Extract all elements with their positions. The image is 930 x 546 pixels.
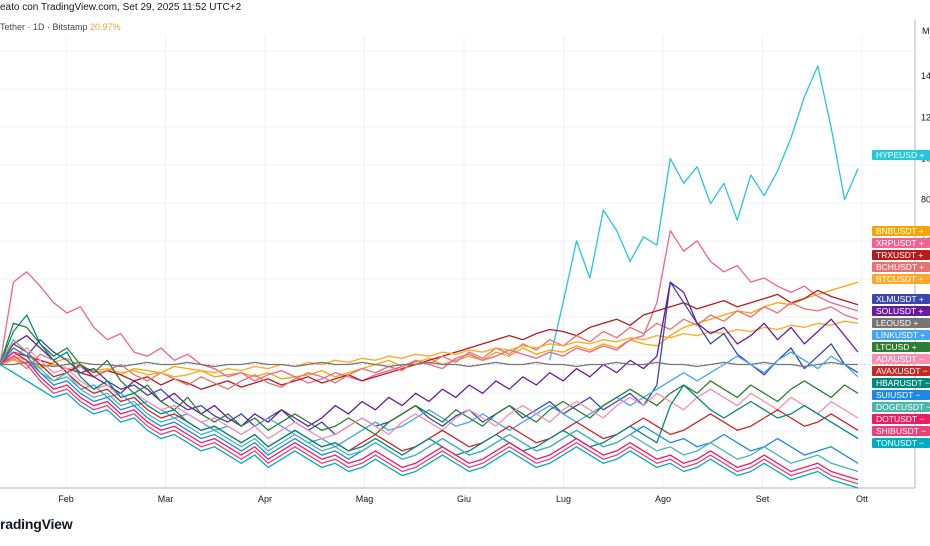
x-tick-label: Ott — [856, 494, 869, 504]
series-line-trxusdt[interactable] — [0, 289, 859, 390]
series-badge-adausdt[interactable] — [872, 354, 930, 364]
chart-attribution: eato con TradingView.com, Set 29, 2025 1… — [0, 2, 242, 13]
x-tick-label: Feb — [58, 494, 74, 504]
series-line-adausdt[interactable] — [0, 347, 859, 440]
series-badge-label: BNBUSDT + — [876, 226, 924, 236]
series-badge-tonusdt[interactable] — [872, 438, 930, 448]
series-badge-avaxusdt[interactable] — [872, 366, 930, 376]
y-tick-label: 12 — [921, 112, 930, 122]
series-badge-suiusdt[interactable] — [872, 390, 930, 400]
x-tick-label: Ago — [655, 494, 671, 504]
series-line-ltcusd[interactable] — [0, 322, 859, 436]
series-badge-ltcusd[interactable] — [872, 342, 930, 352]
series-badge-label: DOTUSDT − — [876, 414, 924, 424]
series-badge-trxusdt[interactable] — [872, 250, 930, 260]
series-line-xlmusdt[interactable] — [0, 281, 859, 436]
series-badge-label: BTCUSDT + — [876, 274, 923, 284]
series-line-dogeusdt[interactable] — [0, 339, 859, 473]
series-line-btcusdt[interactable] — [0, 320, 859, 378]
series-badge-shibusdt[interactable] — [872, 426, 930, 436]
series-badge-btcusdt[interactable] — [872, 274, 930, 284]
symbol-legend: Tether · 1D · Bitstamp 20.97% — [0, 22, 121, 32]
symbol-change: 20.97% — [90, 22, 121, 32]
series-line-shibusdt[interactable] — [0, 355, 859, 485]
series-badge-label: XRPUSDT + — [876, 238, 924, 248]
x-tick-label: Apr — [258, 494, 272, 504]
series-badge-hypeusd[interactable] — [872, 150, 930, 160]
series-line-dotusdt[interactable] — [0, 351, 859, 481]
series-badge-label: LINKUSDT + — [876, 330, 925, 340]
series-badge-label: TRXUSDT + — [876, 250, 923, 260]
y-tick-label: 80 — [921, 195, 930, 205]
series-badge-xlmusdt[interactable] — [872, 294, 930, 304]
x-tick-label: Giu — [457, 494, 471, 504]
price-axis-letter: M — [922, 26, 930, 36]
series-badge-label: SOLUSDT + — [876, 306, 923, 316]
series-badge-bnbusdt[interactable] — [872, 226, 930, 236]
series-badge-label: SUIUSDT − — [876, 390, 921, 400]
x-tick-label: Lug — [556, 494, 571, 504]
y-tick-label: 14 — [921, 71, 930, 81]
tradingview-logo: radingView — [0, 516, 73, 532]
series-badge-label: ADAUSDT − — [876, 354, 924, 364]
series-badge-dogeusdt[interactable] — [872, 402, 930, 412]
series-line-hbarusdt[interactable] — [0, 314, 859, 456]
series-line-bchusdt[interactable] — [0, 302, 859, 390]
series-line-leousd[interactable] — [0, 361, 858, 368]
series-badge-label: BCHUSDT + — [876, 262, 924, 272]
series-badge-label: LEOUSD + — [876, 318, 918, 328]
series-badge-leousd[interactable] — [872, 318, 930, 328]
series-line-solusdt[interactable] — [0, 281, 859, 427]
series-badge-bchusdt[interactable] — [872, 262, 930, 272]
series-badge-label: HYPEUSD + — [876, 150, 924, 160]
x-tick-label: Set — [756, 494, 770, 504]
series-line-tonusdt[interactable] — [0, 363, 859, 489]
series-badge-label: TONUSDT − — [876, 438, 924, 448]
series-badge-linkusdt[interactable] — [872, 330, 930, 340]
series-badge-hbarusdt[interactable] — [872, 378, 930, 388]
series-line-hypeusd[interactable] — [549, 65, 859, 361]
symbol-name: Tether · 1D · Bitstamp — [0, 22, 88, 32]
series-badge-dotusdt[interactable] — [872, 414, 930, 424]
series-line-bnbusdt[interactable] — [0, 281, 859, 380]
x-tick-label: Mar — [158, 494, 174, 504]
series-badge-label: SHIBUSDT − — [876, 426, 926, 436]
series-badge-label: LTCUSD + — [876, 342, 917, 352]
series-line-linkusdt[interactable] — [0, 351, 859, 448]
series-badge-label: DOGEUSDT − — [876, 402, 930, 412]
series-badge-solusdt[interactable] — [872, 306, 930, 316]
x-tick-label: Mag — [356, 494, 374, 504]
series-badge-xrpusdt[interactable] — [872, 238, 930, 248]
series-badge-label: HBARUSDT − — [876, 378, 930, 388]
series-badge-label: XLMUSDT + — [876, 294, 924, 304]
series-badge-label: AVAXUSDT − — [876, 366, 928, 376]
